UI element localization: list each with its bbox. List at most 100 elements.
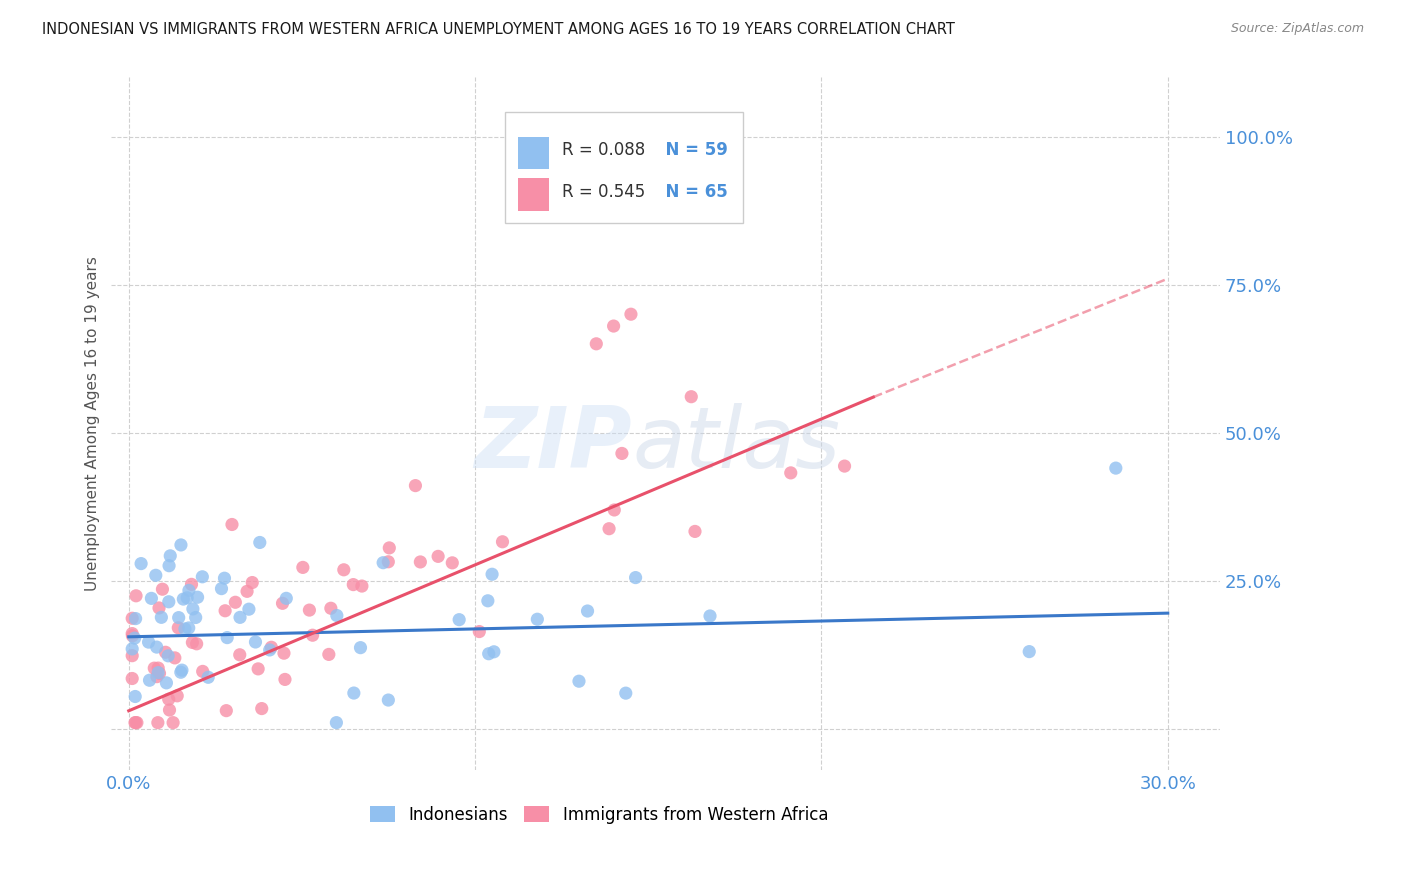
Text: Source: ZipAtlas.com: Source: ZipAtlas.com	[1230, 22, 1364, 36]
Point	[191, 665, 214, 679]
Point	[124, 715, 146, 730]
Point	[170, 663, 193, 677]
Point	[576, 604, 599, 618]
Point	[121, 629, 143, 643]
Point	[146, 665, 169, 680]
Point	[236, 584, 259, 599]
Point	[319, 601, 342, 615]
Point	[177, 583, 200, 598]
Point	[214, 571, 236, 585]
Point	[301, 628, 323, 642]
Point	[121, 626, 143, 640]
Point	[681, 390, 703, 404]
Point	[148, 601, 170, 615]
Point	[181, 602, 204, 616]
Point	[124, 611, 146, 625]
Point	[298, 603, 321, 617]
Point	[585, 336, 607, 351]
Point	[276, 591, 298, 606]
Point	[1018, 645, 1040, 659]
Point	[124, 690, 146, 704]
Point	[481, 567, 503, 582]
Point	[779, 466, 801, 480]
Point	[273, 646, 295, 660]
Point	[145, 568, 167, 582]
Point	[333, 563, 356, 577]
Point	[211, 582, 233, 596]
Point	[325, 715, 347, 730]
Point	[172, 592, 194, 607]
Point	[378, 541, 401, 555]
Point	[159, 703, 181, 717]
Point	[449, 613, 471, 627]
Point	[148, 661, 170, 675]
Point	[274, 673, 297, 687]
Point	[143, 661, 166, 675]
Point	[240, 575, 263, 590]
Point	[724, 129, 747, 144]
Point	[342, 577, 364, 591]
Point	[245, 635, 267, 649]
Point	[157, 648, 180, 663]
Point	[148, 666, 170, 681]
Point	[247, 662, 270, 676]
FancyBboxPatch shape	[505, 112, 744, 223]
Point	[224, 595, 246, 609]
Point	[155, 676, 177, 690]
Point	[482, 645, 505, 659]
Point	[260, 640, 283, 655]
Point	[238, 602, 260, 616]
Point	[167, 610, 190, 624]
Point	[259, 643, 281, 657]
Point	[624, 571, 647, 585]
Point	[177, 621, 200, 635]
Point	[121, 641, 143, 656]
Point	[221, 517, 243, 532]
Point	[326, 608, 349, 623]
Point	[1105, 461, 1128, 475]
Point	[603, 503, 626, 517]
Point	[491, 534, 513, 549]
Point	[155, 645, 177, 659]
Point	[683, 524, 706, 539]
FancyBboxPatch shape	[519, 178, 550, 211]
Point	[121, 611, 143, 625]
Point	[602, 319, 624, 334]
Point	[343, 686, 366, 700]
Point	[197, 670, 219, 684]
Point	[138, 673, 160, 688]
Point	[409, 555, 432, 569]
Point	[598, 522, 620, 536]
Text: ZIP: ZIP	[475, 403, 633, 486]
Point	[167, 621, 190, 635]
Point	[163, 651, 186, 665]
Point	[614, 686, 637, 700]
Point	[170, 538, 193, 552]
Point	[174, 622, 197, 636]
Text: R = 0.088: R = 0.088	[562, 141, 645, 159]
Point	[699, 609, 721, 624]
Point	[150, 610, 173, 624]
Point	[138, 635, 160, 649]
Point	[526, 612, 548, 626]
Point	[349, 640, 371, 655]
Point	[159, 549, 181, 563]
Legend: Indonesians, Immigrants from Western Africa: Indonesians, Immigrants from Western Afr…	[370, 806, 828, 824]
Point	[271, 596, 294, 610]
Point	[125, 715, 148, 730]
Point	[184, 610, 207, 624]
Y-axis label: Unemployment Among Ages 16 to 19 years: Unemployment Among Ages 16 to 19 years	[86, 256, 100, 591]
Point	[229, 648, 252, 662]
Point	[187, 591, 209, 605]
Point	[129, 557, 152, 571]
Point	[125, 715, 148, 730]
Point	[157, 692, 180, 706]
Point	[229, 610, 252, 624]
Point	[214, 604, 236, 618]
Text: N = 65: N = 65	[654, 183, 728, 201]
Point	[180, 577, 202, 591]
Point	[215, 704, 238, 718]
Point	[191, 570, 214, 584]
Point	[157, 558, 180, 573]
Point	[162, 715, 184, 730]
